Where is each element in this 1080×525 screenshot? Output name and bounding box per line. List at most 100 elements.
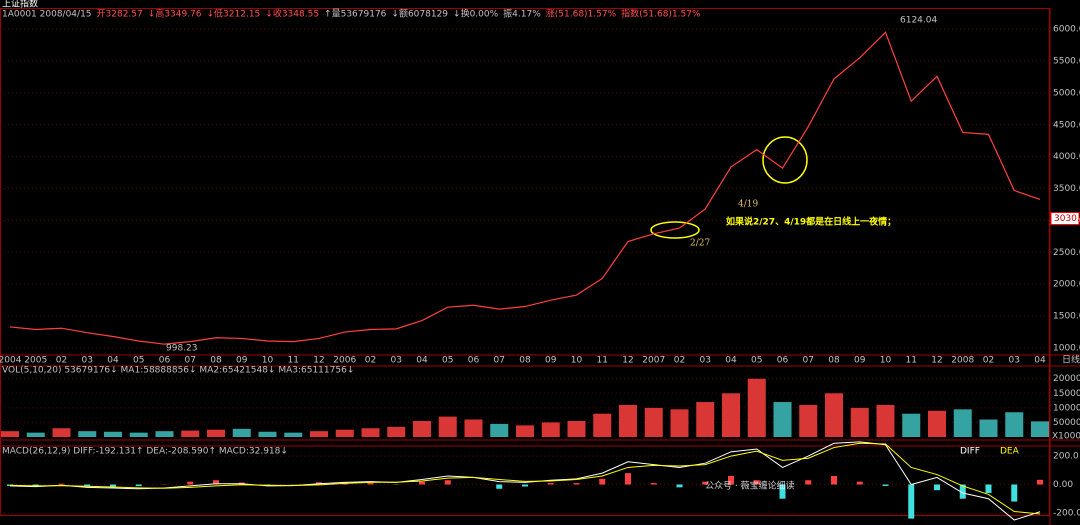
volume-bar	[825, 393, 843, 437]
volume-bar	[284, 432, 303, 437]
macd-bar	[650, 483, 657, 485]
annotation: 如果说2/27、4/19都是在日线上一夜情；	[726, 216, 896, 228]
watermark: 公众号 · 薇宝缠论细读	[705, 480, 795, 492]
volume-bar	[799, 404, 818, 437]
volume-bar	[232, 428, 251, 437]
x-tick-label: 02	[365, 356, 376, 366]
volume-bar	[670, 409, 689, 437]
volume-bar	[979, 419, 998, 437]
macd-bar	[728, 475, 734, 485]
price-box	[1050, 212, 1080, 226]
y-tick-label: 3500.00	[1053, 184, 1080, 194]
y-tick-label: -200.0	[1053, 508, 1080, 518]
macd-bar	[856, 481, 863, 485]
volume-bar	[541, 422, 560, 437]
y-tick-label: 4000.00	[1053, 152, 1080, 162]
macd-line	[9, 442, 1041, 515]
macd-bar	[1037, 479, 1043, 485]
x-tick-label: 10	[571, 356, 583, 366]
x-tick-label: 10	[880, 356, 892, 366]
volume-bar	[593, 413, 612, 437]
x-tick-label: 11	[906, 356, 917, 366]
volume-bar	[155, 431, 174, 437]
volume-bar	[104, 431, 122, 437]
x-tick-label: 04	[416, 356, 428, 366]
x-tick-label: 08	[828, 356, 840, 366]
volume-bar	[52, 428, 71, 437]
volume-bar	[773, 402, 792, 437]
legend-entry: DIFF	[960, 447, 980, 457]
volume-bar	[722, 393, 740, 437]
x-tick-label: 07	[494, 356, 505, 366]
volume-bar	[387, 426, 406, 437]
y-tick-label: 50000	[1053, 418, 1080, 428]
x-tick-label: 08	[210, 356, 222, 366]
y-tick-label: 150000	[1053, 389, 1080, 399]
volume-bar	[490, 423, 509, 437]
macd-bar	[805, 480, 812, 485]
x-tick-label: 02	[983, 356, 994, 366]
macd-bar	[135, 484, 142, 487]
macd-bar	[908, 484, 915, 519]
macd-bar	[676, 484, 683, 488]
y-tick-label: 2500.00	[1053, 248, 1080, 258]
x-tick-label: 09	[854, 356, 866, 366]
volume-bar	[567, 420, 586, 437]
x-tick-label: 03	[1009, 356, 1020, 366]
x-tick-label: 09	[236, 356, 248, 366]
macd-bar	[779, 484, 786, 499]
macd-bar	[831, 475, 837, 485]
high-label: 6124.04	[900, 16, 937, 26]
y-tick-label: 200.0	[1053, 452, 1079, 462]
volume-bar	[876, 404, 895, 437]
volume-bar	[953, 409, 972, 437]
y-tick-label: 6000.00	[1053, 25, 1080, 35]
volume-bar	[747, 378, 766, 437]
title: 上证指数	[2, 0, 38, 10]
x-tick-label: 07	[185, 356, 196, 366]
x-tick-label: 02	[56, 356, 67, 366]
macd-bar	[7, 484, 13, 486]
x-tick-label: 05	[133, 356, 144, 366]
x-tick-label: 10	[262, 356, 274, 366]
x-tick-label: 04	[1034, 356, 1046, 366]
panel-title: MACD(26,12,9) DIFF:-192.131↑ DEA:-208.59…	[2, 447, 288, 457]
low-label: 998.23	[166, 344, 198, 354]
y-tick-label: 1000.00	[1053, 343, 1080, 353]
macd-bar	[110, 484, 116, 487]
volume-bar	[516, 425, 534, 437]
y-tick-label: 4500.00	[1053, 120, 1080, 130]
macd-bar	[625, 473, 631, 485]
volume-bar	[902, 413, 921, 437]
info-item: ↓换0.00%	[453, 8, 499, 20]
volume-bar	[207, 429, 225, 437]
macd-bar	[444, 480, 451, 485]
x-tick-label: 07	[803, 356, 814, 366]
x-tick-label: 04	[725, 356, 737, 366]
volume-bar	[696, 402, 715, 437]
x-tick-label: 04	[107, 356, 119, 366]
unit-label: X1000	[1052, 432, 1080, 442]
macd-bar	[882, 484, 889, 486]
volume-bar	[361, 428, 380, 437]
volume-bar	[619, 404, 637, 437]
macd-bar	[959, 484, 966, 499]
x-tick-label: 2006	[333, 356, 356, 366]
volume-bar	[1031, 421, 1049, 437]
x-tick-label: 06	[159, 356, 171, 366]
annotation: 2/27	[690, 239, 710, 249]
info-item: 开3282.57	[97, 9, 143, 20]
y-tick-label: 1500.00	[1053, 312, 1080, 322]
x-tick-label: 05	[751, 356, 762, 366]
price-line	[9, 31, 1041, 345]
volume-bar	[129, 432, 148, 437]
x-tick-label: 03	[391, 356, 402, 366]
y-tick-label: 2000.00	[1053, 280, 1080, 290]
macd-bar	[702, 481, 709, 485]
volume-bar	[310, 431, 328, 437]
volume-bar	[850, 407, 869, 437]
volume-bar	[1, 431, 19, 437]
macd-bar	[58, 483, 65, 485]
volume-bar	[258, 431, 277, 437]
